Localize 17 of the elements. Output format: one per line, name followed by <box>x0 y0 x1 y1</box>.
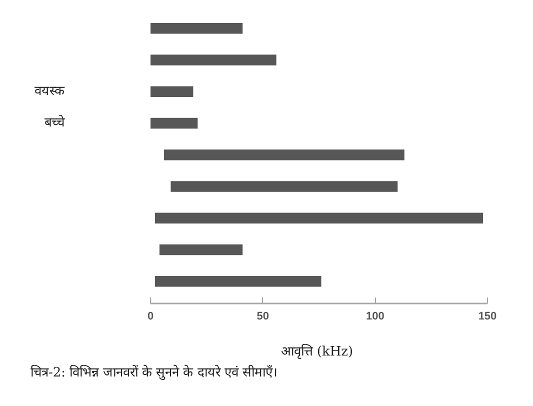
x-tick-label: 50 <box>256 310 269 322</box>
bar <box>170 181 398 192</box>
bar <box>150 118 198 129</box>
x-tick-label: 0 <box>147 310 154 322</box>
x-tick-label: 150 <box>478 310 497 322</box>
bar <box>150 22 243 34</box>
bar <box>154 212 484 224</box>
text: चित्र-2: विभिन्न जानवरों के सुनने के दायरे एवं सीमाएँ। <box>30 364 278 380</box>
bar <box>150 86 194 97</box>
bar <box>164 149 404 160</box>
x-axis-title: आवृत्ति (kHz) <box>280 344 354 360</box>
bar <box>154 276 322 287</box>
bar <box>159 244 243 256</box>
x-tick-label: 100 <box>366 310 384 322</box>
bar <box>150 54 276 66</box>
y-tick-label: बच्चे <box>44 114 66 131</box>
y-tick-label: वयस्क <box>34 84 66 100</box>
